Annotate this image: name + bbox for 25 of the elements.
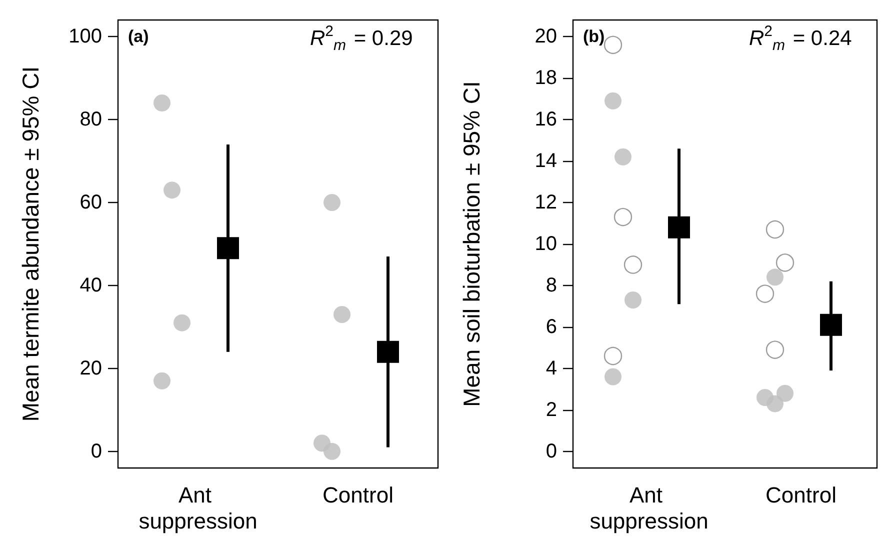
- annotation: (b): [583, 27, 605, 46]
- y-tick-label: 16: [534, 108, 557, 131]
- y-axis-title: Mean termite abundance ± 95% CI: [18, 66, 44, 422]
- y-tick-label: 10: [534, 233, 557, 255]
- y-tick-label: 18: [534, 67, 557, 90]
- y-tick-label: 60: [80, 192, 102, 214]
- x-tick-label: Control: [766, 482, 836, 508]
- y-axis-title: Mean soil bioturbation ± 95% CI: [458, 81, 484, 407]
- y-tick-label: 80: [80, 108, 102, 131]
- y-tick-label: 6: [546, 316, 557, 338]
- y-tick-label: 12: [534, 192, 557, 214]
- y-tick-label: 4: [546, 357, 557, 380]
- x-tick-label: Ant suppression: [590, 482, 708, 534]
- annotation: (a): [128, 27, 149, 46]
- y-tick-label: 0: [90, 440, 102, 462]
- y-tick-label: 0: [546, 440, 557, 462]
- y-tick-label: 40: [80, 274, 102, 296]
- y-tick-label: 8: [546, 274, 557, 296]
- x-tick-label: Ant suppression: [138, 482, 258, 534]
- y-tick-label: 20: [534, 26, 557, 48]
- y-tick-label: 20: [80, 357, 102, 380]
- y-tick-label: 100: [68, 26, 102, 48]
- x-tick-label: Control: [322, 482, 394, 508]
- y-tick-label: 2: [546, 398, 557, 421]
- y-tick-label: 14: [534, 150, 557, 172]
